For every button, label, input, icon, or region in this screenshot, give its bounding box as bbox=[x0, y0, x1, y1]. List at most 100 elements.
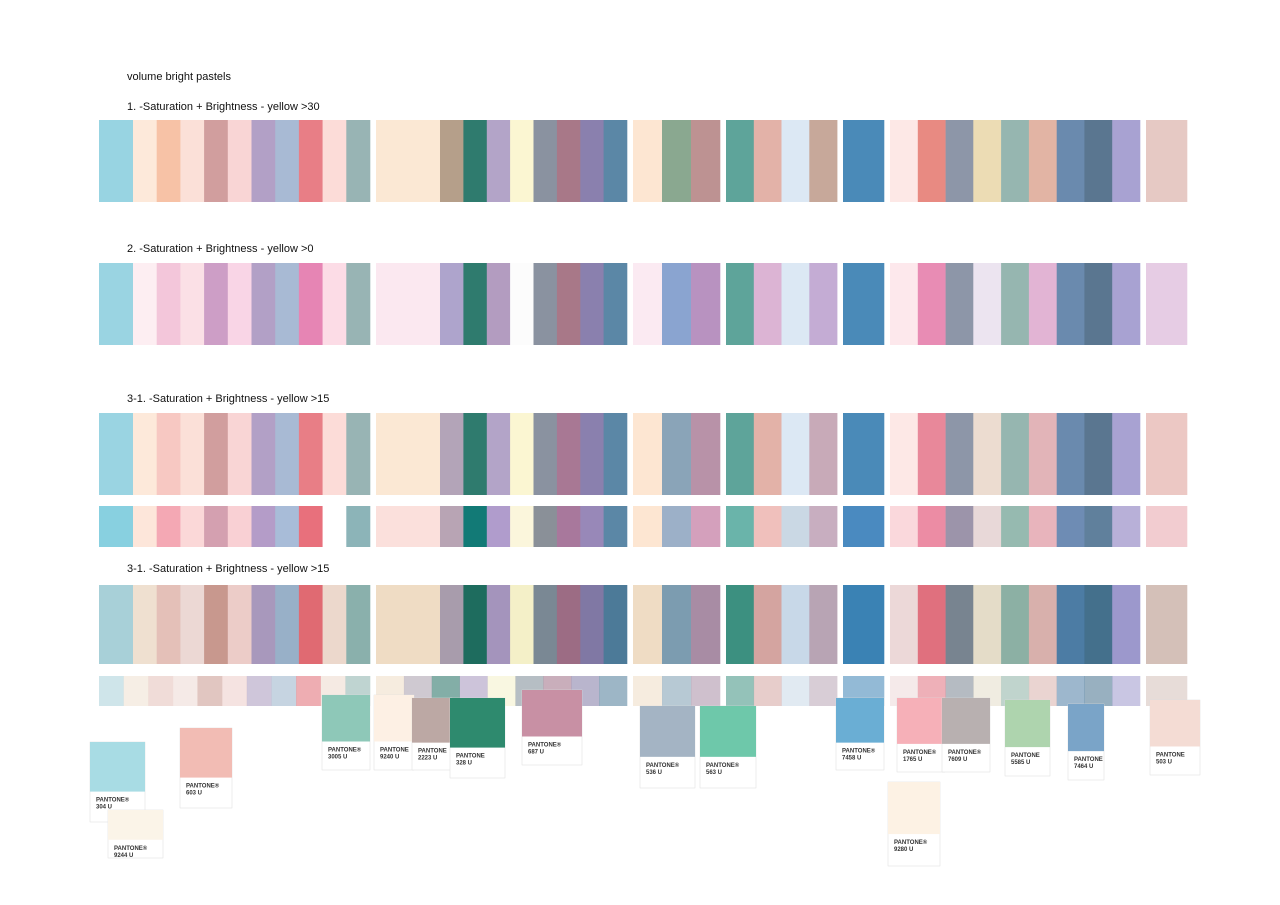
swatch bbox=[691, 263, 721, 345]
swatch bbox=[633, 413, 663, 495]
swatch bbox=[533, 506, 558, 547]
swatch bbox=[580, 413, 604, 495]
swatch bbox=[945, 506, 974, 547]
chip-brand: PANTONE® bbox=[646, 762, 680, 769]
chip-code: 7464 U bbox=[1074, 764, 1093, 770]
swatch-faded bbox=[222, 676, 248, 706]
swatch bbox=[156, 120, 181, 202]
swatch-faded bbox=[662, 676, 692, 706]
swatch bbox=[275, 263, 300, 345]
swatch bbox=[1084, 263, 1113, 345]
swatch bbox=[973, 263, 1002, 345]
swatch-faded bbox=[753, 676, 782, 706]
swatch bbox=[580, 263, 604, 345]
swatch bbox=[1112, 413, 1141, 495]
chip-code: 563 U bbox=[706, 770, 722, 776]
chip-brand: PANTONE® bbox=[706, 762, 740, 769]
chip-color bbox=[450, 698, 505, 748]
swatch-faded bbox=[633, 676, 663, 706]
swatch bbox=[1146, 506, 1188, 547]
swatch bbox=[180, 413, 205, 495]
swatch bbox=[633, 120, 663, 202]
swatch bbox=[556, 585, 581, 664]
swatch bbox=[510, 263, 534, 345]
chip-color bbox=[700, 706, 756, 757]
chip-color bbox=[90, 742, 145, 792]
swatch bbox=[533, 413, 558, 495]
swatch bbox=[691, 585, 721, 664]
swatch bbox=[890, 263, 919, 345]
chip-code: 328 U bbox=[456, 761, 472, 767]
swatch bbox=[180, 120, 205, 202]
swatch bbox=[227, 585, 252, 664]
swatch bbox=[251, 506, 276, 547]
swatch bbox=[204, 263, 229, 345]
swatch bbox=[726, 413, 755, 495]
swatch bbox=[809, 585, 838, 664]
chip-code: 9244 U bbox=[114, 853, 133, 859]
chip-brand: PANTONE® bbox=[186, 783, 220, 790]
section-heading: 3-1. -Saturation + Brightness - yellow >… bbox=[127, 393, 329, 405]
swatch bbox=[1146, 585, 1188, 664]
swatch-faded bbox=[296, 676, 321, 706]
swatch bbox=[156, 506, 181, 547]
swatch bbox=[1001, 120, 1030, 202]
chip-code: 5585 U bbox=[1011, 760, 1030, 766]
swatch bbox=[322, 506, 347, 547]
swatch bbox=[603, 120, 628, 202]
chip-color bbox=[412, 698, 452, 743]
chip-code: 687 U bbox=[528, 750, 544, 756]
swatch bbox=[1028, 413, 1057, 495]
swatch bbox=[1056, 506, 1085, 547]
swatch bbox=[973, 120, 1002, 202]
swatch bbox=[227, 413, 252, 495]
swatch bbox=[322, 413, 347, 495]
swatch bbox=[890, 413, 919, 495]
swatch bbox=[227, 120, 252, 202]
swatch bbox=[556, 263, 581, 345]
swatch bbox=[376, 506, 441, 547]
chip-code: 9280 U bbox=[894, 847, 913, 853]
chip-brand: PANTONE® bbox=[948, 749, 982, 756]
swatch bbox=[809, 506, 838, 547]
chip-brand: PANTONE® bbox=[328, 747, 362, 754]
swatch bbox=[251, 413, 276, 495]
swatch bbox=[809, 263, 838, 345]
swatch bbox=[275, 506, 300, 547]
swatch bbox=[1028, 506, 1057, 547]
swatch bbox=[556, 120, 581, 202]
swatch bbox=[633, 585, 663, 664]
swatch bbox=[275, 413, 300, 495]
swatch-faded bbox=[781, 676, 810, 706]
swatch bbox=[843, 506, 885, 547]
swatch bbox=[463, 506, 488, 547]
swatch bbox=[917, 506, 946, 547]
chip-brand: PANTONE® bbox=[114, 845, 148, 852]
chip-brand: PANTONE® bbox=[96, 797, 130, 804]
swatch bbox=[809, 413, 838, 495]
swatch bbox=[1056, 413, 1085, 495]
swatch bbox=[917, 120, 946, 202]
swatch bbox=[890, 585, 919, 664]
swatch bbox=[180, 263, 205, 345]
swatch bbox=[662, 120, 692, 202]
swatch bbox=[298, 585, 323, 664]
swatch bbox=[890, 506, 919, 547]
swatch-faded bbox=[726, 676, 755, 706]
chip-code: 304 U bbox=[96, 805, 112, 811]
chip-color bbox=[180, 728, 232, 778]
swatch-faded bbox=[172, 676, 198, 706]
swatch-faded bbox=[1112, 676, 1141, 706]
chip-code: 3005 U bbox=[328, 755, 347, 761]
swatch bbox=[251, 585, 276, 664]
swatch bbox=[133, 585, 157, 664]
chip-code: 536 U bbox=[646, 770, 662, 776]
swatch bbox=[346, 413, 371, 495]
swatch bbox=[180, 506, 205, 547]
swatch bbox=[133, 506, 157, 547]
swatch bbox=[890, 120, 919, 202]
swatch bbox=[603, 413, 628, 495]
swatch bbox=[1112, 120, 1141, 202]
swatch bbox=[204, 413, 229, 495]
swatch bbox=[1028, 120, 1057, 202]
